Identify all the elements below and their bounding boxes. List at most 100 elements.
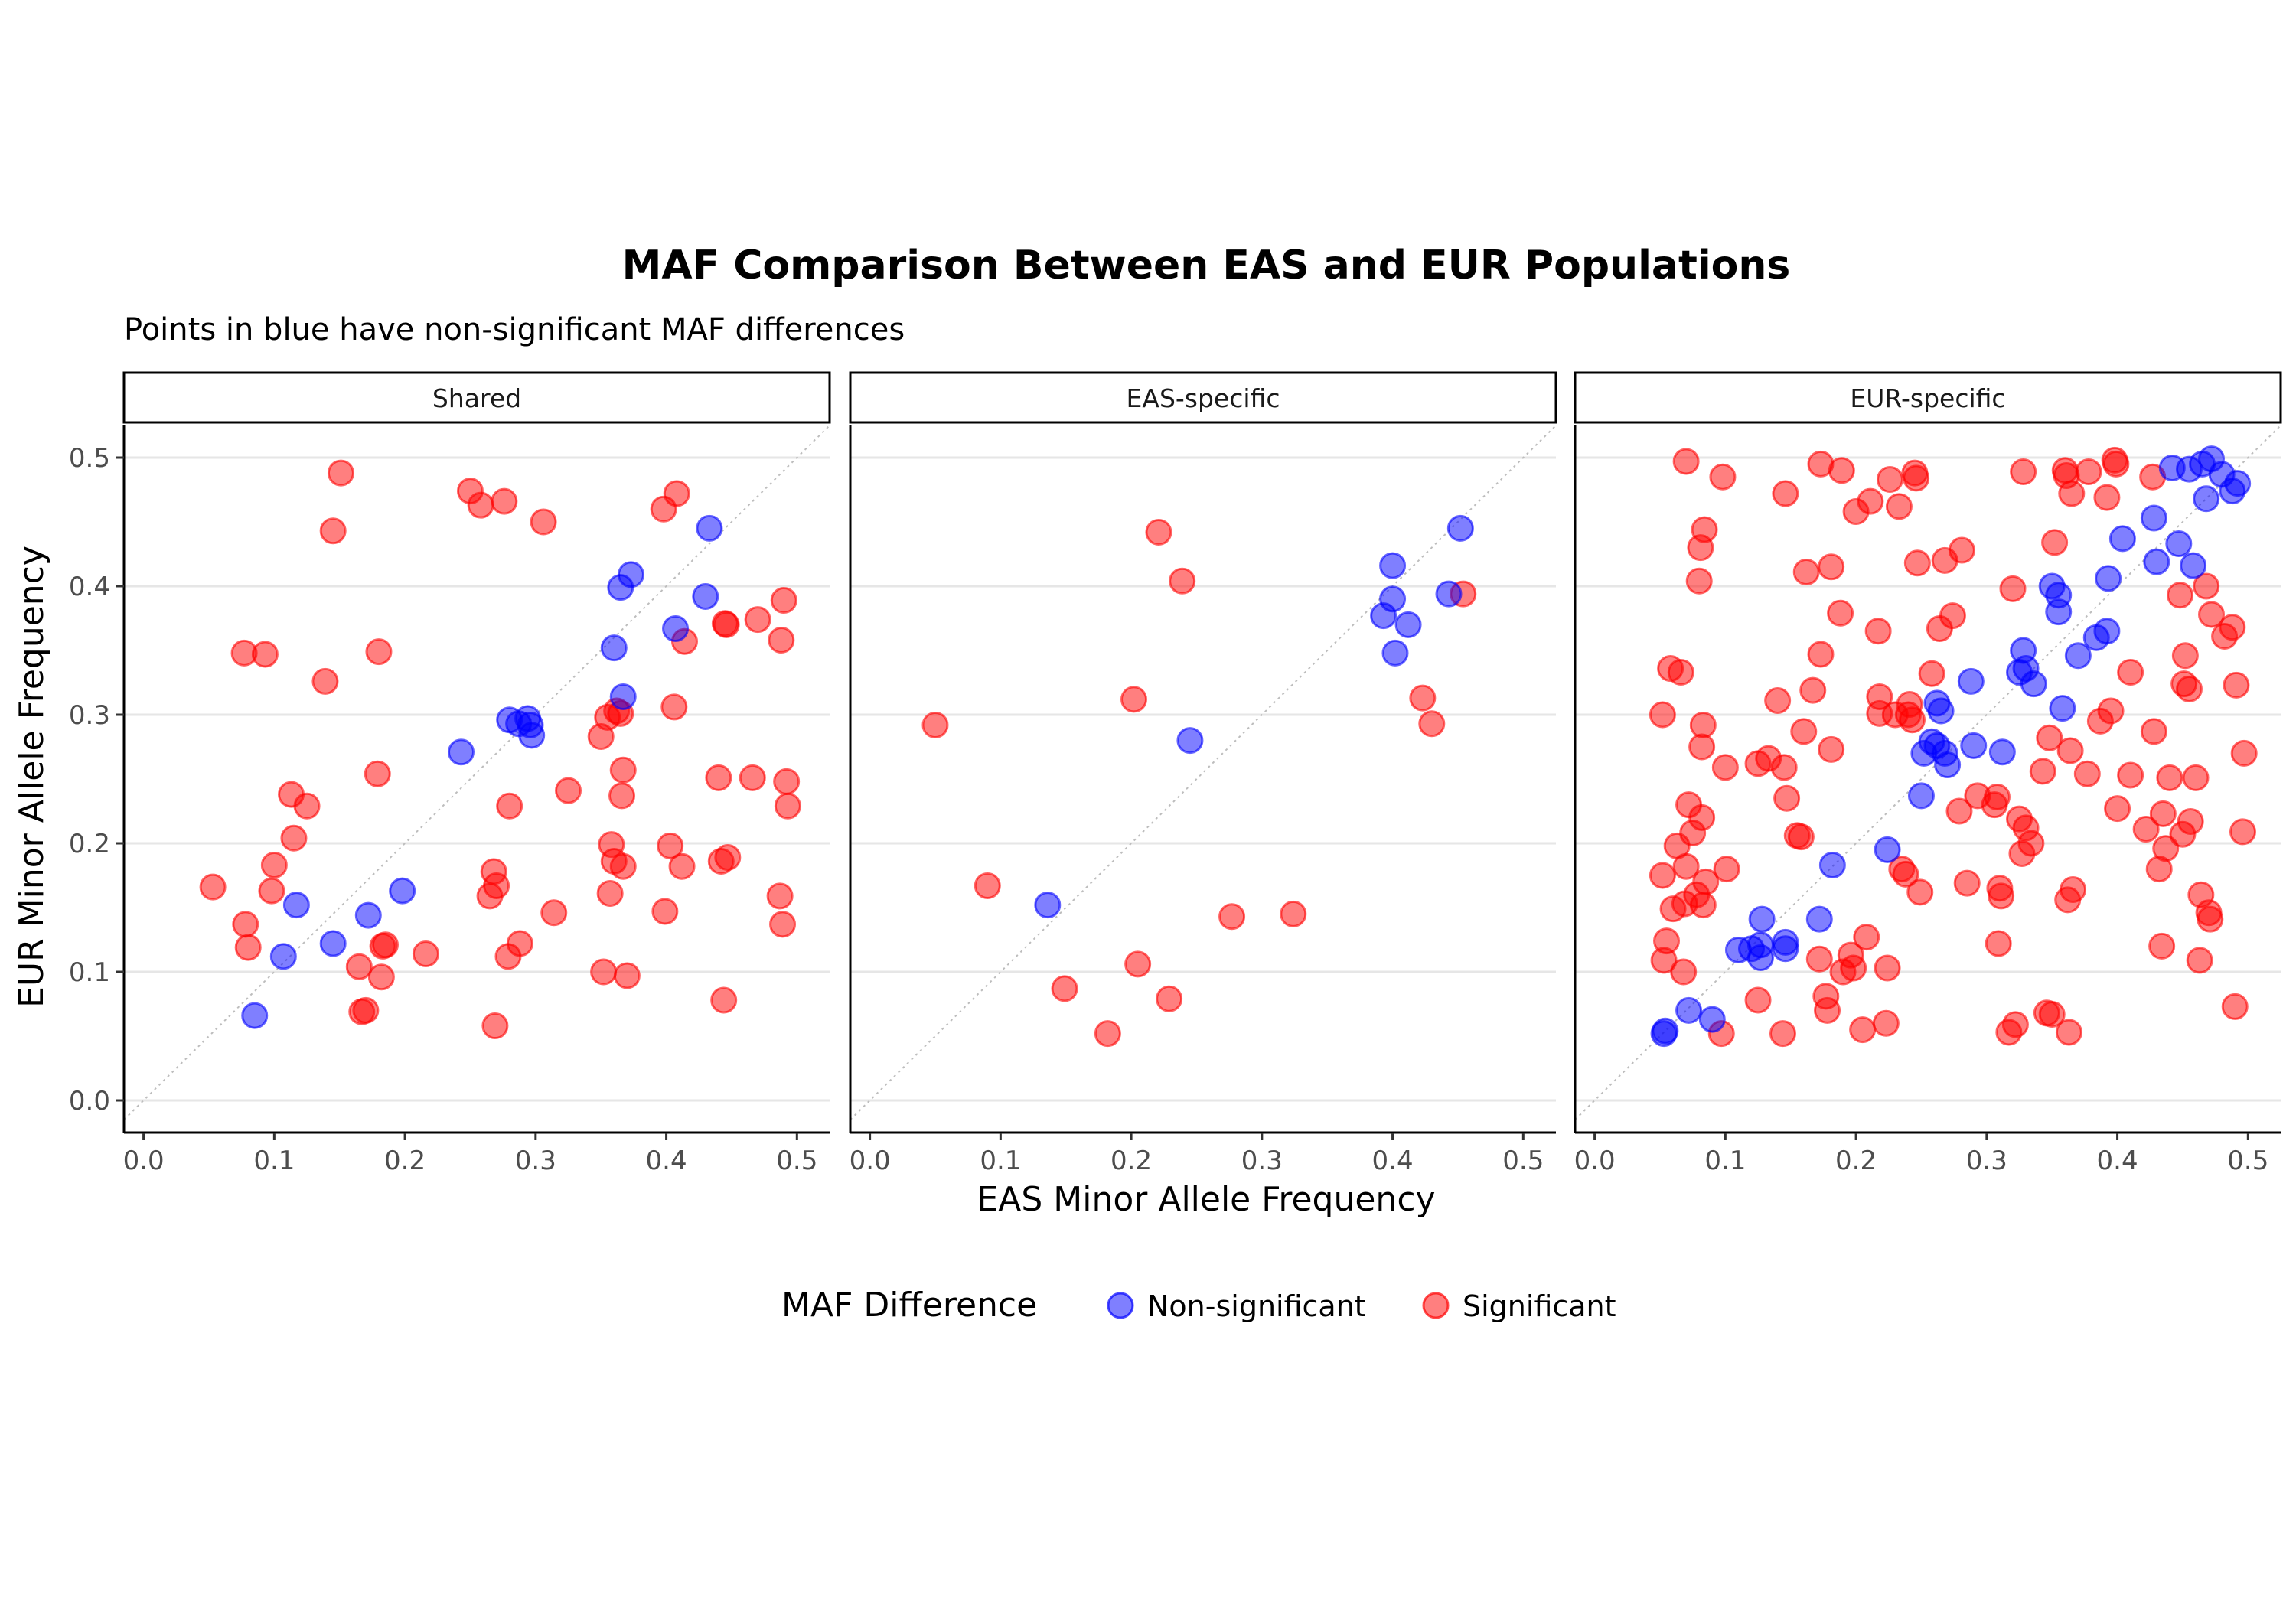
point-significant [2193,572,2220,600]
point-non-significant [1907,782,1935,810]
point-non-significant [600,634,628,662]
point-significant [2102,450,2130,478]
point-significant [766,882,794,910]
point-significant [1764,687,1792,715]
point-significant [345,953,373,980]
point-significant [660,693,688,721]
point-significant [1945,797,1973,825]
point-significant [2010,458,2037,485]
y-tick-label: 0.4 [69,572,110,602]
point-non-significant [2143,548,2170,575]
point-significant [2171,642,2199,670]
point-significant [1124,950,1152,978]
x-tick-label: 0.5 [2227,1146,2268,1176]
point-significant [2229,818,2256,846]
facet-strip-label: EAS-specific [1127,383,1280,413]
point-non-significant [1960,732,1988,759]
point-significant [668,852,696,880]
point-significant [1805,945,1833,973]
point-significant [1770,754,1798,781]
x-axis-label: EAS Minor Allele Frequency [977,1180,1435,1219]
point-significant [1864,618,1892,645]
point-significant [2029,758,2056,785]
point-non-significant [1176,727,1204,755]
x-tick-label: 0.3 [515,1146,556,1176]
point-significant [739,764,766,791]
x-tick-label: 0.3 [1241,1146,1283,1176]
y-tick-label: 0.2 [69,829,110,859]
point-significant [1892,860,1919,888]
point-significant [1709,463,1737,491]
panel-eur-specific: EUR-specific 0.0 0.1 0.2 0.3 0.4 0.5 [1574,371,2282,1176]
legend-label-non-significant: Non-significant [1147,1289,1366,1323]
point-significant [2017,830,2045,857]
point-significant [199,873,227,901]
point-significant [1744,986,1772,1014]
point-non-significant [1805,905,1833,933]
point-non-significant [241,1002,269,1029]
x-tick-label: 0.0 [123,1146,165,1176]
point-non-significant [354,901,382,929]
point-non-significant [2095,565,2122,592]
x-tick-label: 0.5 [776,1146,817,1176]
point-significant [371,931,399,959]
point-significant [1814,996,1841,1024]
point-non-significant [1652,1017,1679,1045]
legend: MAF Difference Non-significant Significa… [781,1286,1616,1325]
point-significant [311,667,339,695]
point-significant [1840,954,1867,982]
point-significant [280,824,308,852]
y-tick-label: 0.0 [69,1086,110,1116]
legend-label-significant: Significant [1463,1289,1616,1323]
point-significant [1876,466,1903,494]
point-significant [2219,614,2246,641]
point-non-significant [1381,639,1409,667]
point-significant [1906,878,1934,906]
point-significant [2073,760,2101,787]
chart-subtitle: Points in blue have non-significant MAF … [124,312,905,347]
point-significant [467,491,494,519]
point-non-significant [2093,618,2121,645]
point-significant [1903,549,1931,577]
point-significant [1818,553,1845,581]
point-non-significant [1379,585,1407,613]
point-significant [1653,927,1681,955]
point-significant [770,586,797,614]
point-significant [2175,675,2203,702]
point-significant [1711,754,1739,781]
point-non-significant [518,722,546,749]
point-significant [590,958,618,986]
point-non-significant [2108,525,2136,553]
x-tick-label: 0.4 [1372,1146,1414,1176]
point-significant [234,934,262,961]
x-tick-label: 0.1 [980,1146,1021,1176]
point-non-significant [2193,485,2220,513]
point-significant [412,940,439,967]
point-non-significant [2064,642,2092,670]
point-significant [327,459,354,487]
point-significant [651,898,679,925]
point-significant [1689,711,1717,738]
point-significant [1418,710,1446,738]
point-significant [1939,602,1966,630]
point-non-significant [2180,552,2207,579]
point-significant [1853,924,1880,951]
facet-strip-label: Shared [432,383,521,413]
point-non-significant [1435,580,1463,608]
point-significant [1688,804,1716,831]
point-non-significant [282,892,310,919]
point-significant [1792,559,1820,586]
point-significant [1667,659,1694,686]
point-significant [2186,947,2213,974]
point-non-significant [389,877,416,905]
x-tick-label: 0.1 [1704,1146,1746,1176]
point-significant [596,880,624,908]
point-significant [1145,518,1172,546]
point-significant [1691,516,1718,543]
point-significant [2036,724,2063,751]
point-non-significant [617,561,644,588]
point-significant [1857,487,1884,515]
point-significant [974,872,1001,899]
point-significant [2075,458,2102,485]
